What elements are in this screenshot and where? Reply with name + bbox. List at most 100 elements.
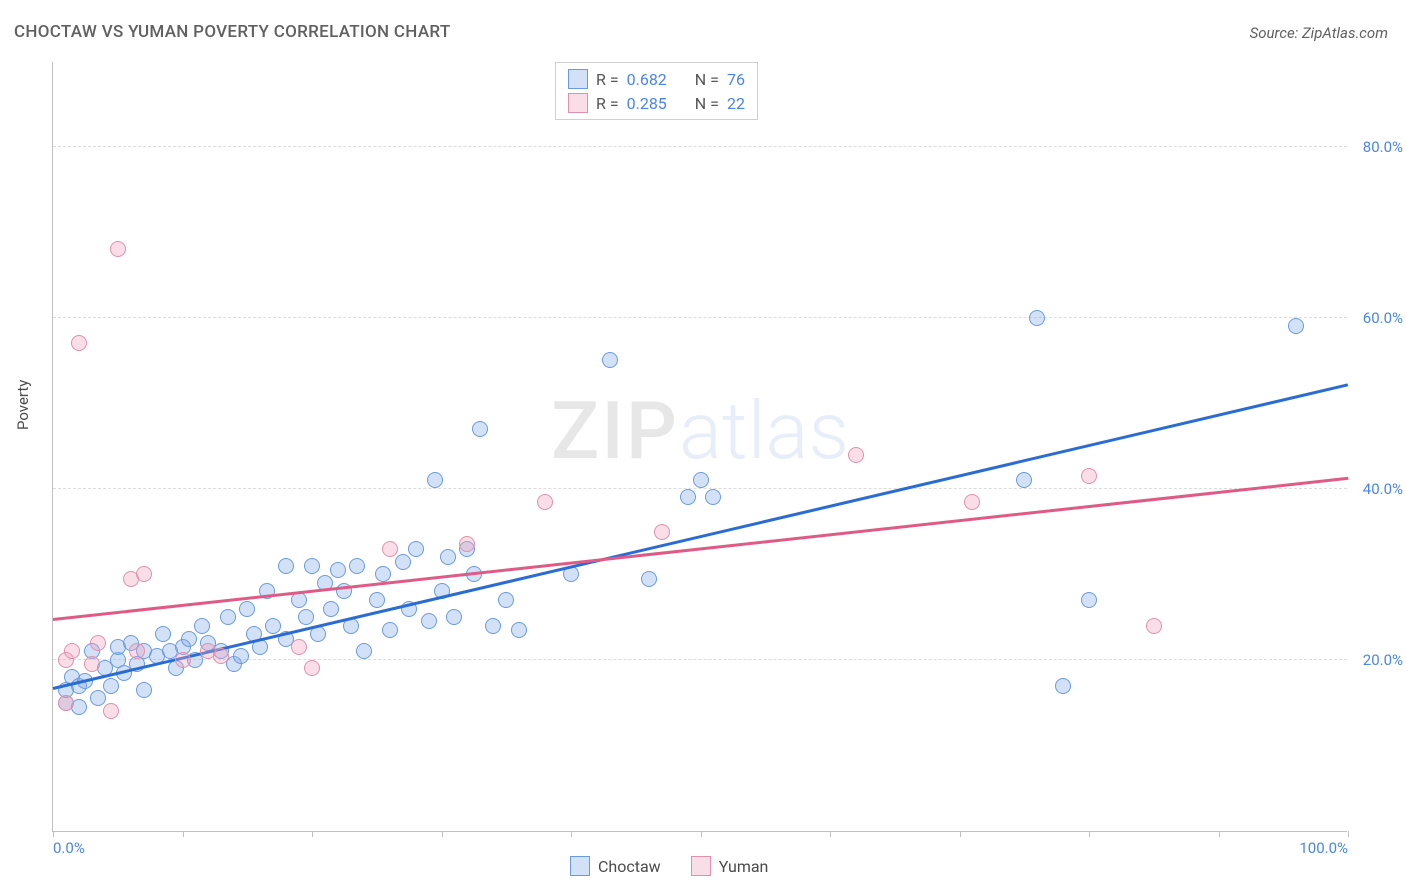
scatter-point: [291, 639, 307, 655]
scatter-point: [511, 622, 527, 638]
chart-source: Source: ZipAtlas.com: [1250, 24, 1388, 42]
scatter-point: [1081, 592, 1097, 608]
scatter-point: [440, 549, 456, 565]
legend-series-item: Yuman: [691, 856, 769, 876]
watermark-atlas: atlas: [679, 384, 849, 478]
scatter-point: [472, 421, 488, 437]
x-tick: [830, 831, 831, 837]
scatter-point: [421, 613, 437, 629]
scatter-point: [181, 631, 197, 647]
legend-series-label: Choctaw: [598, 857, 661, 876]
scatter-point: [1016, 472, 1032, 488]
scatter-point: [408, 541, 424, 557]
scatter-point: [136, 566, 152, 582]
x-tick-label: 100.0%: [1299, 839, 1348, 857]
legend-r-value: 0.285: [627, 94, 667, 113]
scatter-point: [693, 472, 709, 488]
scatter-point: [1029, 310, 1045, 326]
scatter-point: [1081, 468, 1097, 484]
scatter-point: [848, 447, 864, 463]
scatter-point: [680, 489, 696, 505]
legend-swatch: [568, 69, 588, 89]
y-tick-label: 20.0%: [1363, 651, 1403, 669]
scatter-point: [220, 609, 236, 625]
x-tick-label: 0.0%: [53, 839, 85, 857]
x-tick: [312, 831, 313, 837]
scatter-point: [304, 660, 320, 676]
scatter-point: [395, 554, 411, 570]
scatter-point: [654, 524, 670, 540]
legend-r-value: 0.682: [627, 70, 667, 89]
legend-series-item: Choctaw: [570, 856, 661, 876]
chart-title: CHOCTAW VS YUMAN POVERTY CORRELATION CHA…: [14, 22, 450, 42]
scatter-point: [1288, 318, 1304, 334]
scatter-point: [233, 648, 249, 664]
scatter-point: [84, 656, 100, 672]
scatter-point: [304, 558, 320, 574]
legend-swatch: [691, 856, 711, 876]
scatter-point: [194, 618, 210, 634]
chart-container: CHOCTAW VS YUMAN POVERTY CORRELATION CHA…: [0, 0, 1406, 892]
y-tick-label: 40.0%: [1363, 480, 1403, 498]
trendline: [53, 383, 1349, 690]
x-tick: [701, 831, 702, 837]
y-tick-label: 60.0%: [1363, 309, 1403, 327]
scatter-point: [641, 571, 657, 587]
scatter-point: [330, 562, 346, 578]
x-tick: [960, 831, 961, 837]
scatter-point: [1055, 678, 1071, 694]
scatter-point: [427, 472, 443, 488]
legend-n-value: 76: [727, 70, 745, 89]
x-tick: [53, 831, 54, 837]
scatter-point: [1146, 618, 1162, 634]
gridline: [53, 146, 1347, 147]
scatter-point: [375, 566, 391, 582]
x-tick: [183, 831, 184, 837]
scatter-point: [110, 241, 126, 257]
legend-series: Choctaw Yuman: [570, 856, 768, 876]
gridline: [53, 317, 1347, 318]
scatter-point: [602, 352, 618, 368]
x-tick: [571, 831, 572, 837]
scatter-point: [278, 558, 294, 574]
scatter-point: [369, 592, 385, 608]
scatter-point: [382, 622, 398, 638]
scatter-point: [537, 494, 553, 510]
scatter-point: [129, 643, 145, 659]
trendline: [53, 477, 1348, 621]
scatter-point: [90, 690, 106, 706]
legend-n-value: 22: [727, 94, 745, 113]
legend-n-label: N =: [695, 70, 719, 89]
scatter-point: [64, 643, 80, 659]
scatter-point: [349, 558, 365, 574]
scatter-point: [459, 536, 475, 552]
scatter-point: [964, 494, 980, 510]
scatter-point: [103, 678, 119, 694]
scatter-point: [239, 601, 255, 617]
x-tick: [1219, 831, 1220, 837]
scatter-point: [136, 682, 152, 698]
legend-r-label: R =: [596, 70, 619, 89]
scatter-point: [323, 601, 339, 617]
scatter-point: [298, 609, 314, 625]
scatter-point: [71, 335, 87, 351]
scatter-point: [58, 695, 74, 711]
legend-n-label: N =: [695, 94, 719, 113]
x-tick: [1348, 831, 1349, 837]
watermark: ZIPatlas: [551, 384, 849, 478]
scatter-point: [382, 541, 398, 557]
scatter-point: [498, 592, 514, 608]
scatter-point: [265, 618, 281, 634]
scatter-point: [356, 643, 372, 659]
legend-r-label: R =: [596, 94, 619, 113]
scatter-point: [705, 489, 721, 505]
legend-correlation: R = 0.682 N = 76 R = 0.285 N = 22: [555, 62, 758, 120]
legend-row: R = 0.682 N = 76: [556, 67, 757, 91]
plot-area: ZIPatlas 20.0%40.0%60.0%80.0%0.0%100.0%: [52, 62, 1347, 832]
legend-swatch: [570, 856, 590, 876]
y-tick-label: 80.0%: [1363, 138, 1403, 156]
legend-swatch: [568, 93, 588, 113]
watermark-zip: ZIP: [551, 384, 679, 478]
scatter-point: [155, 626, 171, 642]
legend-row: R = 0.285 N = 22: [556, 91, 757, 115]
